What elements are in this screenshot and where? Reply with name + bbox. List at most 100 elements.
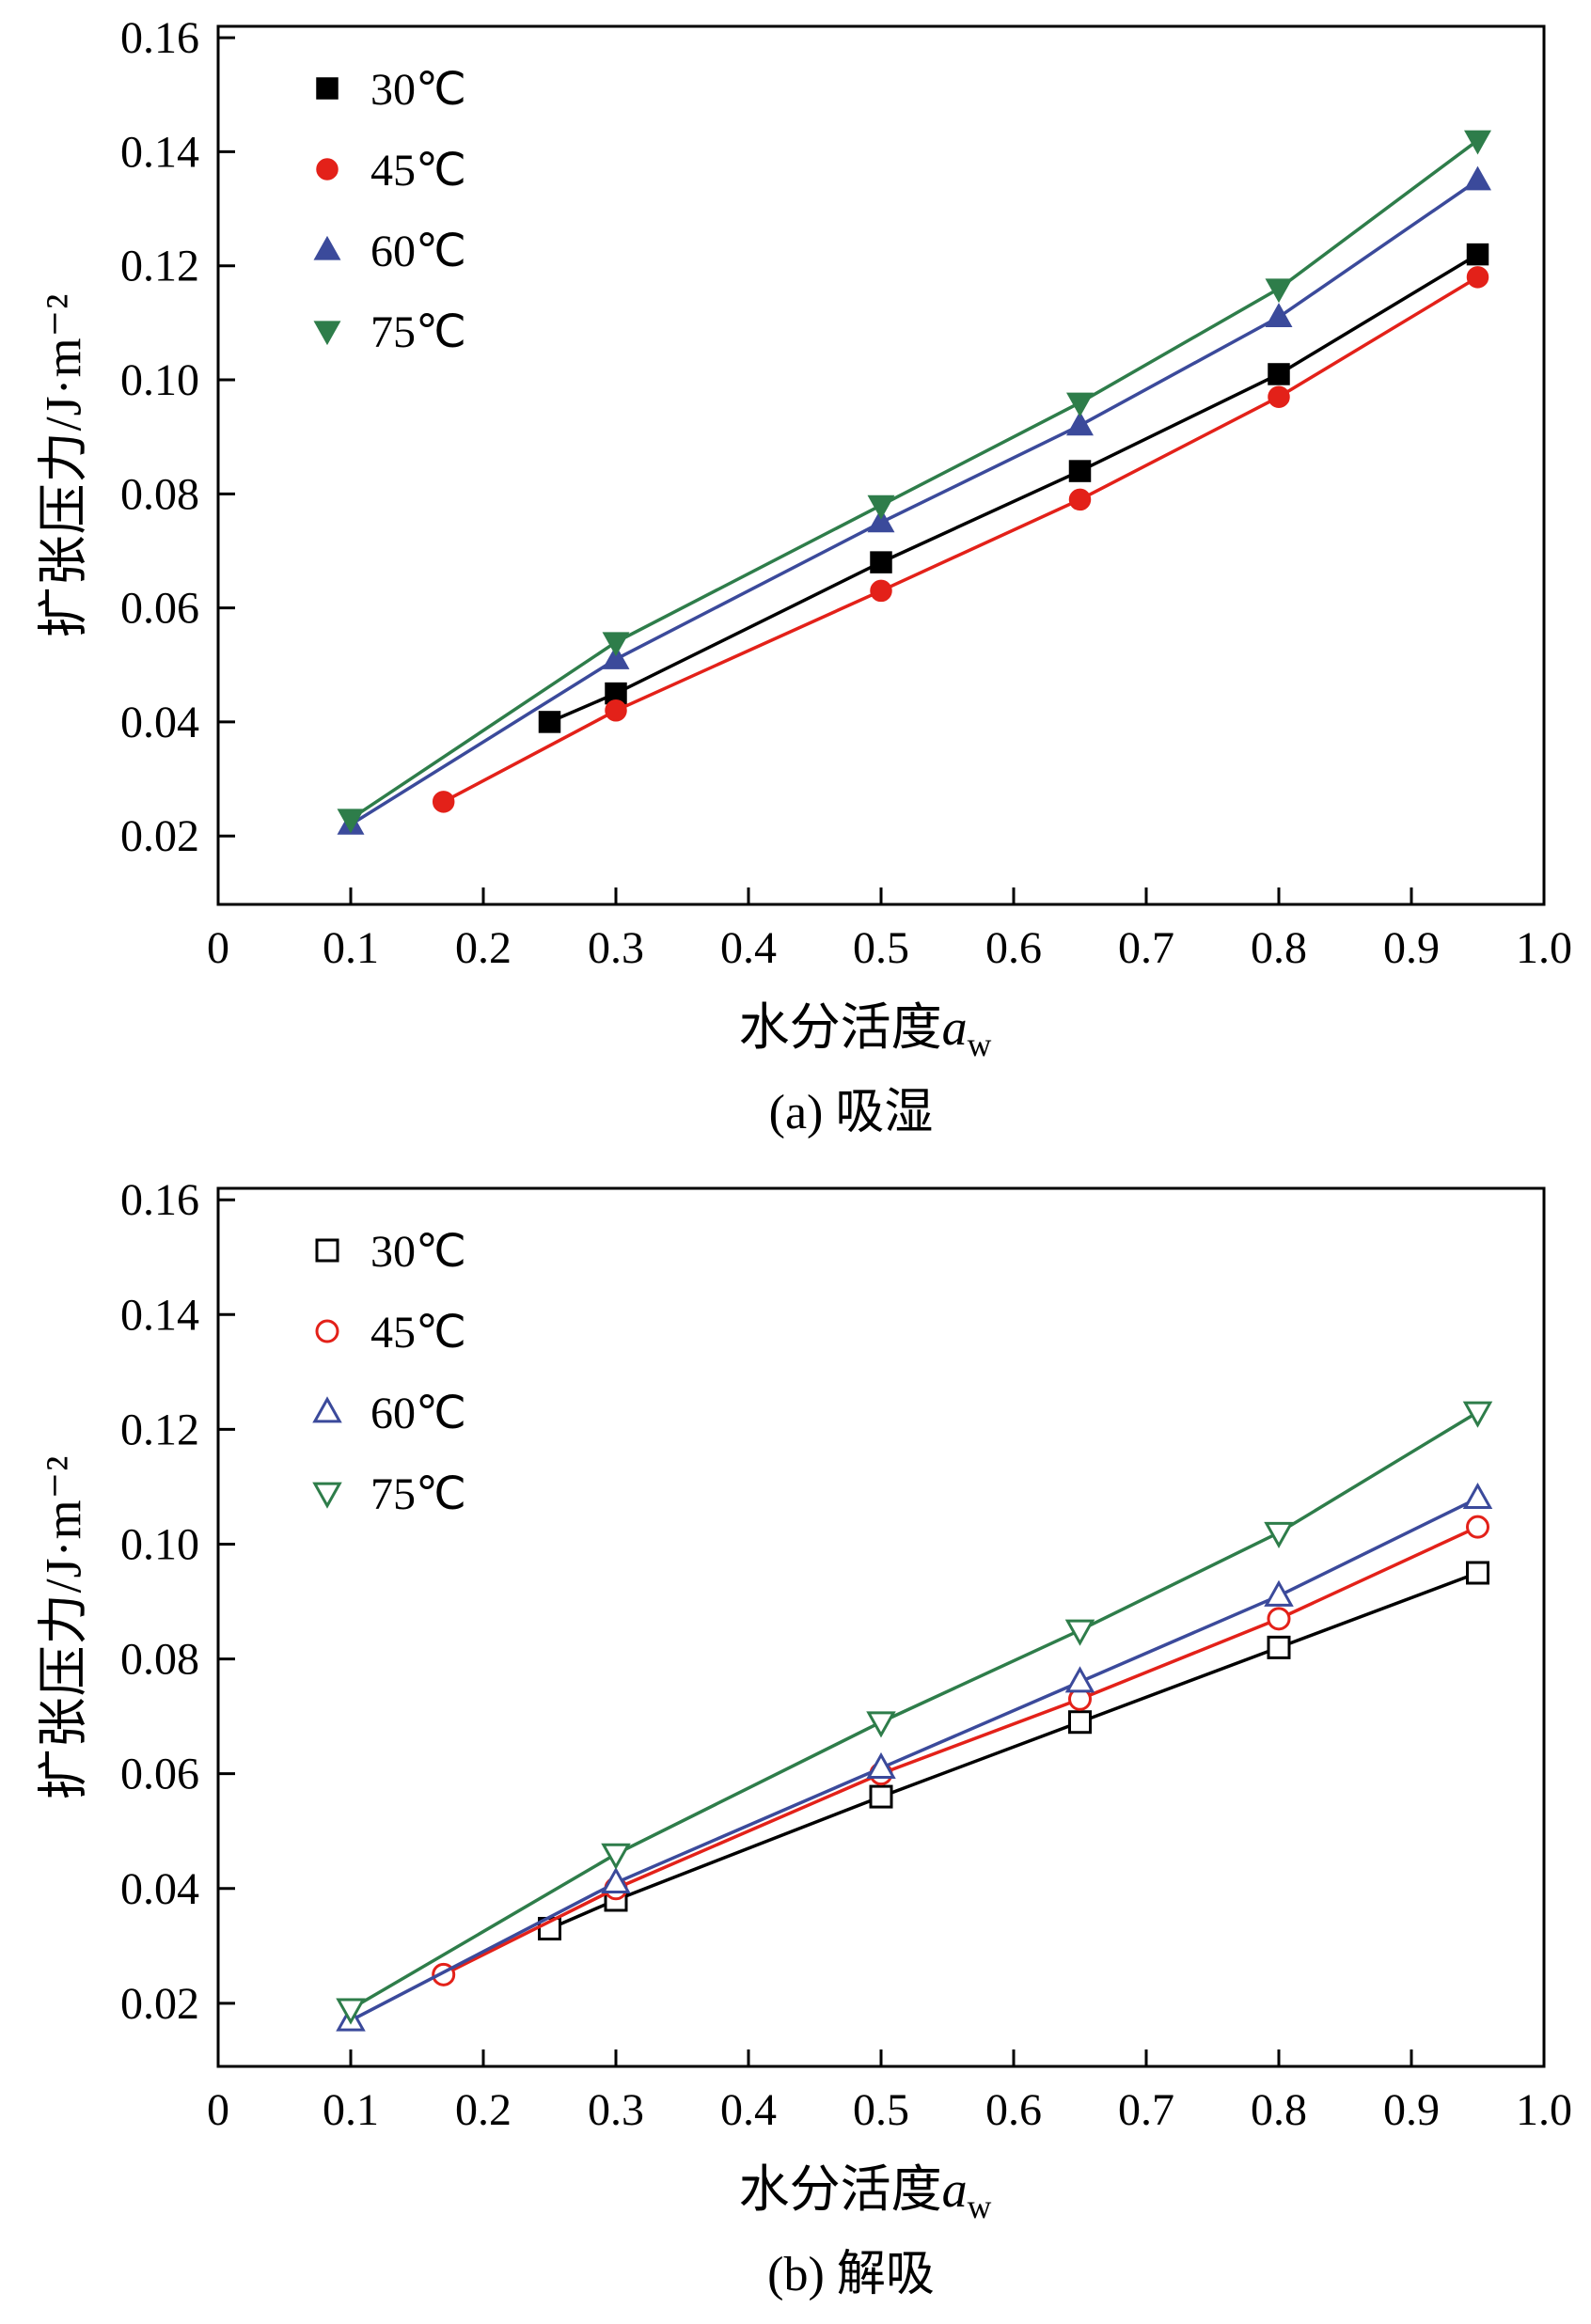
y-tick-label: 0.06 [120,584,199,634]
series-marker-triangle-down [601,1843,631,1870]
y-tick-label: 0.16 [120,1175,199,1225]
y-tick-label: 0.16 [120,13,199,63]
y-tick-label: 0.14 [120,1290,199,1340]
series-marker-triangle-up [1462,1482,1493,1510]
series-line [350,138,1479,821]
chart-b-plot-area: 0 0.1 0.2 0.3 0.4 0.5 0.6 0.7 0.8 0.9 1.0 0.02 0.04 0… [120,1175,1572,2135]
chart-b-x-axis-label: 水分活度aw [738,2161,992,2225]
series-marker-triangle-down [313,321,341,346]
chart-a-x-axis-label: 水分活度aw [738,999,992,1063]
series-marker-square [1267,1635,1291,1659]
x-tick-label: 0.1 [323,923,379,973]
series-marker-circle [1267,1607,1291,1631]
chart-a-adsorption: 0 0.1 0.2 0.3 0.4 0.5 0.6 0.7 0.8 0.9 1.0 0.02 0.04 0… [35,13,1573,1139]
y-tick-label: 0.08 [120,469,199,519]
series-marker-triangle-up [602,645,630,669]
legend-label: 30℃ [370,65,466,115]
series-marker-triangle-down [602,632,630,657]
y-tick-label: 0.02 [120,1979,199,2029]
x-tick-label: 0 [207,2085,229,2135]
x-tick-label: 0.4 [720,923,777,973]
series-marker-circle [315,1319,339,1343]
y-tick-label: 0.06 [120,1750,199,1799]
y-tick-label: 0.04 [120,1864,199,1914]
series-line [442,1525,1479,1976]
x-tick-label: 0.8 [1251,923,1307,973]
series-marker-square [1068,460,1092,482]
x-tick-label: 0 [207,923,229,973]
series-line [442,275,1479,804]
series-marker-triangle-down [1464,130,1491,155]
x-tick-label: 0.6 [985,2085,1042,2135]
chart-b-desorption: 0 0.1 0.2 0.3 0.4 0.5 0.6 0.7 0.8 0.9 1.0 0.02 0.04 0… [0,1162,1591,2324]
series-marker-triangle-up [1264,1579,1294,1607]
legend-label: 60℃ [370,227,466,276]
series-marker-triangle-down [1264,1521,1294,1548]
x-tick-label: 0.7 [1118,2085,1174,2135]
y-tick-label: 0.12 [120,1405,199,1454]
series-line [350,1497,1479,2022]
series-marker-triangle-down [1064,1619,1095,1646]
series-marker-triangle-up [1066,411,1094,436]
x-tick-label: 0.4 [720,2085,777,2135]
series-marker-square [316,77,339,100]
series-marker-triangle-down [312,1482,342,1509]
series-marker-triangle-down [337,809,365,834]
legend-label: 60℃ [370,1389,466,1438]
series-marker-square [869,1784,893,1809]
series-line [350,179,1479,826]
series-marker-square [1268,363,1290,385]
series-marker-triangle-down [1265,278,1293,304]
series-marker-triangle-down [1066,392,1094,417]
series-marker-square [315,1238,339,1263]
x-tick-label: 1.0 [1516,923,1572,973]
series-marker-triangle-up [1064,1666,1095,1693]
x-tick-label: 0.5 [853,2085,909,2135]
series-marker-triangle-up [1265,303,1293,327]
series-marker-circle [1068,488,1092,511]
y-tick-label: 0.10 [120,355,199,405]
series-marker-circle [1466,1515,1489,1539]
series-line [350,1410,1479,2011]
legend-label: 45℃ [370,1308,466,1358]
series-marker-triangle-down [866,1711,896,1738]
chart-b-caption: (b) 解吸 [767,2248,935,2301]
chart-b-y-axis-label: 扩张压力/J·m⁻² [35,1454,92,1800]
series-marker-square [538,711,561,733]
series-marker-square [1068,1710,1092,1735]
x-tick-label: 0.3 [588,923,644,973]
series-marker-triangle-up [313,235,341,260]
series-marker-triangle-up [1464,165,1491,191]
series-marker-square [1466,243,1489,266]
y-tick-label: 0.10 [120,1519,199,1569]
series-marker-triangle-up [601,1866,631,1894]
y-tick-label: 0.12 [120,242,199,291]
legend-label: 75℃ [370,1469,466,1519]
chart-a-y-axis-label: 扩张压力/J·m⁻² [35,292,92,638]
x-tick-label: 0.9 [1383,923,1440,973]
series-marker-triangle-up [312,1396,342,1423]
series-marker-triangle-down [336,1998,366,2025]
chart-a-plot-area: 0 0.1 0.2 0.3 0.4 0.5 0.6 0.7 0.8 0.9 1.0 0.02 0.04 0… [120,13,1572,973]
chart-a-caption: (a) 吸湿 [768,1086,934,1139]
x-tick-label: 0.7 [1118,923,1174,973]
series-marker-circle [1268,385,1290,408]
y-tick-label: 0.08 [120,1635,199,1685]
x-tick-label: 0.3 [588,2085,644,2135]
x-tick-label: 0.2 [455,2085,512,2135]
legend-label: 75℃ [370,307,466,357]
series-marker-triangle-up [866,1751,896,1779]
series-marker-circle [605,699,627,722]
x-tick-label: 1.0 [1516,2085,1572,2135]
series-marker-circle [870,579,892,603]
series-line [548,1571,1479,1931]
y-tick-label: 0.14 [120,127,199,177]
series-marker-circle [316,158,339,181]
y-tick-label: 0.02 [120,811,199,861]
y-tick-label: 0.04 [120,698,199,747]
series-marker-triangle-down [867,495,895,520]
series-marker-square [1466,1561,1489,1585]
series-marker-square [870,551,892,573]
series-marker-triangle-up [867,508,895,533]
